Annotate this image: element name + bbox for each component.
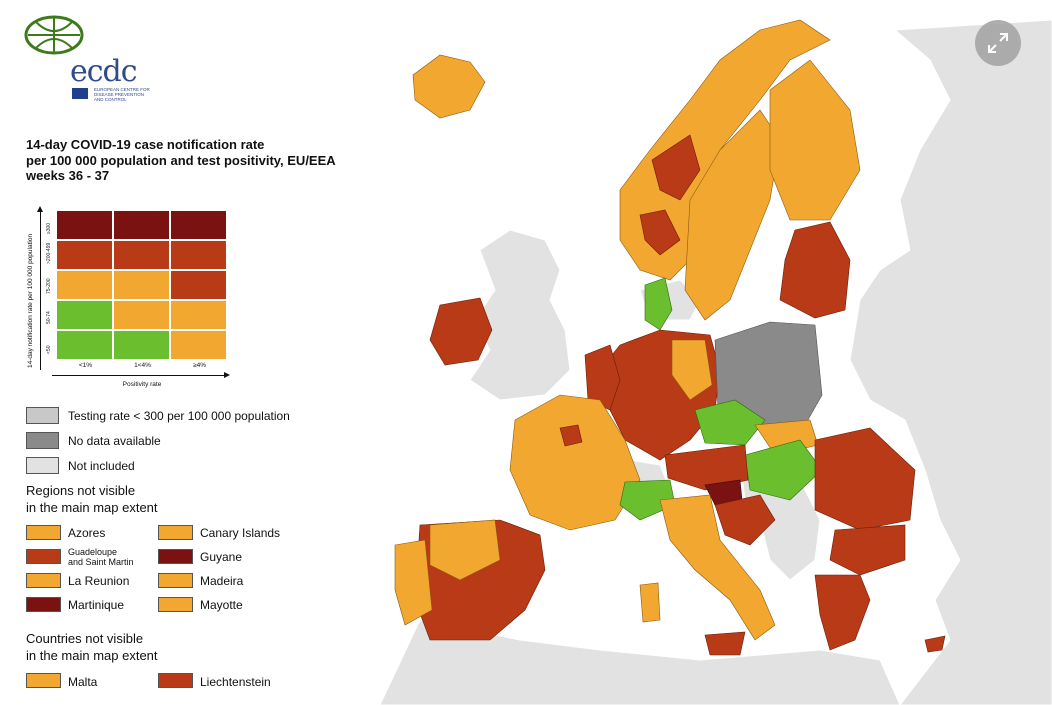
country-label: Malta xyxy=(68,675,98,689)
matrix-cell xyxy=(170,210,227,240)
region-label: La Reunion xyxy=(68,574,130,588)
matrix-cell xyxy=(113,300,170,330)
color-matrix xyxy=(56,210,228,360)
testing-rate-swatch xyxy=(26,407,59,424)
regions-header: Regions not visible in the main map exte… xyxy=(26,483,158,515)
matrix-cell xyxy=(113,270,170,300)
norway-south-region xyxy=(639,209,681,256)
ecdc-logo: ecdc EUROPEAN CENTRE FOR DISEASE PREVENT… xyxy=(24,10,150,102)
matrix-cell xyxy=(56,330,113,360)
bulgaria-region xyxy=(829,524,906,576)
matrix-cell xyxy=(56,300,113,330)
paris-region xyxy=(559,424,583,447)
eu-flag-icon xyxy=(72,88,88,99)
matrix-x-axis xyxy=(52,372,230,378)
matrix-cell xyxy=(56,240,113,270)
matrix-row-label: 75-200 xyxy=(46,278,52,294)
matrix-cell xyxy=(56,210,113,240)
matrix-col-label: <1% xyxy=(78,362,93,369)
no-data-swatch xyxy=(26,432,59,449)
matrix-row-label: <50 xyxy=(46,345,52,354)
region-swatch xyxy=(158,597,193,612)
region-swatch xyxy=(26,597,61,612)
croatia-region xyxy=(714,494,776,546)
matrix-cell xyxy=(113,330,170,360)
expand-icon xyxy=(988,33,1008,53)
matrix-row-label: >200-499 xyxy=(46,242,52,264)
matrix-cell xyxy=(170,330,227,360)
region-label: Guadeloupe and Saint Martin xyxy=(68,547,134,567)
matrix-cell xyxy=(170,300,227,330)
matrix-row-label: 50-74 xyxy=(46,311,52,324)
region-label: Madeira xyxy=(200,574,244,588)
logo-subtitle: EUROPEAN CENTRE FOR DISEASE PREVENTION A… xyxy=(94,87,150,102)
globe-icon xyxy=(24,15,84,55)
denmark-region xyxy=(644,277,673,331)
romania-region xyxy=(814,427,916,531)
sicily-region xyxy=(704,631,746,656)
hungary-region xyxy=(744,439,823,501)
map-title: 14-day COVID-19 case notification rate p… xyxy=(26,137,336,183)
switzerland-region xyxy=(619,479,676,521)
testing-rate-label: Testing rate < 300 per 100 000 populatio… xyxy=(68,409,290,423)
matrix-col-label: ≥4% xyxy=(193,362,206,369)
country-label: Liechtenstein xyxy=(200,675,271,689)
logo-wordmark: ecdc xyxy=(70,54,138,89)
matrix-cell xyxy=(170,270,227,300)
matrix-y-axis-title: 14-day notification rate per 100 000 pop… xyxy=(27,233,34,368)
baltics-region xyxy=(779,221,851,319)
greece-region xyxy=(814,574,871,651)
region-swatch xyxy=(26,573,61,588)
region-label: Martinique xyxy=(68,598,125,612)
matrix-cell xyxy=(56,270,113,300)
portugal-region xyxy=(394,539,433,626)
region-swatch xyxy=(26,525,61,540)
countries-header: Countries not visible in the main map ex… xyxy=(26,631,158,663)
norway-region xyxy=(619,19,831,281)
matrix-row-label: ≥300 xyxy=(46,222,52,234)
matrix-cell xyxy=(170,240,227,270)
matrix-y-axis xyxy=(37,206,43,370)
cyprus-region xyxy=(924,635,946,653)
region-swatch xyxy=(158,549,193,564)
not-included-swatch xyxy=(26,457,59,474)
matrix-x-axis-title: Positivity rate xyxy=(122,381,162,388)
region-label: Guyane xyxy=(200,550,243,564)
region-label: Mayotte xyxy=(200,598,243,612)
matrix-cell xyxy=(113,240,170,270)
no-data-label: No data available xyxy=(68,434,161,448)
norway-west-region xyxy=(651,134,701,201)
expand-map-button[interactable] xyxy=(975,20,1021,66)
region-swatch xyxy=(158,573,193,588)
region-label: Canary Islands xyxy=(200,526,281,540)
germany-east-region xyxy=(671,339,713,401)
country-swatch xyxy=(158,673,193,688)
finland-region xyxy=(769,59,861,221)
spain-north-region xyxy=(429,519,501,581)
sweden-region xyxy=(684,109,781,321)
sardinia-region xyxy=(639,582,661,623)
not-included-label: Not included xyxy=(68,459,135,473)
matrix-cell xyxy=(113,210,170,240)
region-swatch xyxy=(158,525,193,540)
benelux-region xyxy=(584,344,621,411)
czechia-region xyxy=(694,399,766,446)
italy-region xyxy=(659,494,776,641)
ireland-region xyxy=(429,297,493,366)
iceland-region xyxy=(412,54,486,119)
region-swatch xyxy=(26,549,61,564)
region-label: Azores xyxy=(68,526,106,540)
matrix-col-label: 1<4% xyxy=(134,362,151,369)
country-swatch xyxy=(26,673,61,688)
